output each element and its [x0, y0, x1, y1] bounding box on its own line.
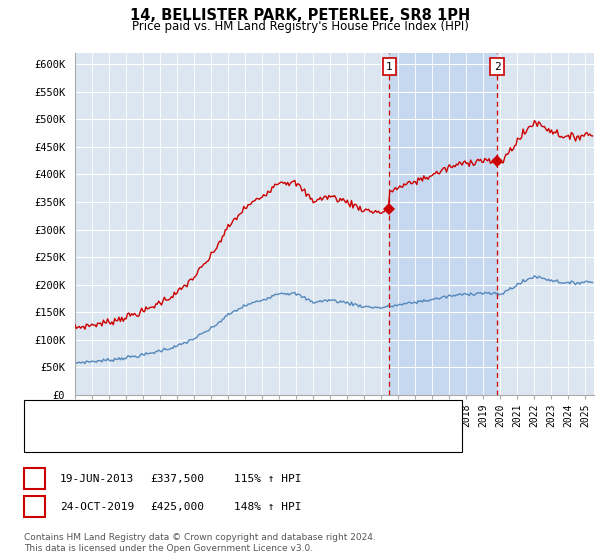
Text: £337,500: £337,500 [150, 474, 204, 484]
Text: 2: 2 [494, 62, 500, 72]
Text: 2: 2 [31, 502, 38, 512]
Text: 148% ↑ HPI: 148% ↑ HPI [234, 502, 302, 512]
Text: HPI: Average price, detached house, County Durham: HPI: Average price, detached house, Coun… [69, 432, 375, 442]
Bar [389, 53, 497, 395]
Text: 115% ↑ HPI: 115% ↑ HPI [234, 474, 302, 484]
Text: £425,000: £425,000 [150, 502, 204, 512]
Text: 1: 1 [31, 474, 38, 484]
Text: 14, BELLISTER PARK, PETERLEE, SR8 1PH: 14, BELLISTER PARK, PETERLEE, SR8 1PH [130, 8, 470, 24]
Text: Price paid vs. HM Land Registry's House Price Index (HPI): Price paid vs. HM Land Registry's House … [131, 20, 469, 33]
Text: 1: 1 [386, 62, 392, 72]
Text: 19-JUN-2013: 19-JUN-2013 [60, 474, 134, 484]
Text: 24-OCT-2019: 24-OCT-2019 [60, 502, 134, 512]
Text: 14, BELLISTER PARK, PETERLEE, SR8 1PH (detached house): 14, BELLISTER PARK, PETERLEE, SR8 1PH (d… [69, 410, 407, 420]
Text: Contains HM Land Registry data © Crown copyright and database right 2024.
This d: Contains HM Land Registry data © Crown c… [24, 533, 376, 553]
